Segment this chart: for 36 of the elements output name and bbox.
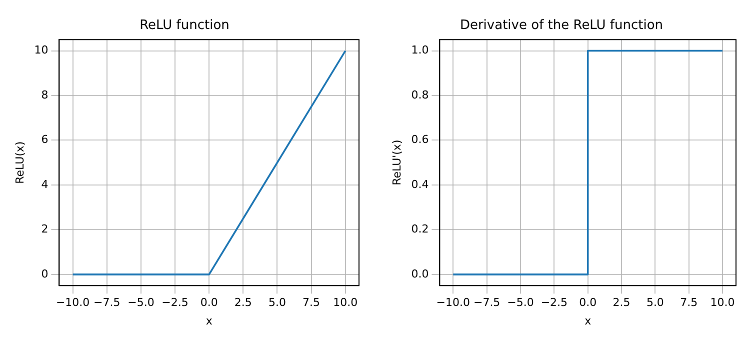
y-tick-label: 2 [41, 222, 48, 236]
x-tick-label: −5.0 [128, 296, 154, 310]
x-tick-label: 5.0 [268, 296, 286, 310]
chart-title: Derivative of the ReLU function [460, 18, 664, 34]
y-tick-label: 1.0 [411, 44, 429, 57]
x-tick-label: 0.0 [579, 296, 597, 310]
x-tick-label: 5.0 [646, 296, 664, 310]
x-tick-label: −2.5 [540, 296, 568, 310]
x-tick-label: 2.5 [234, 296, 252, 310]
y-tick-label: 0.2 [411, 222, 429, 236]
y-tick-label: 0.8 [411, 88, 429, 102]
x-tick-label: 10.0 [710, 296, 735, 310]
x-axis-title: x [206, 314, 213, 328]
x-tick-label: −2.5 [162, 296, 188, 310]
y-tick-label: 6 [41, 133, 48, 146]
chart-title: ReLU function [140, 18, 230, 34]
x-tick-label: −7.5 [94, 296, 120, 310]
y-axis-title: ReLU'(x) [390, 140, 404, 186]
y-tick-label: 8 [41, 88, 48, 102]
x-tick-label: 7.5 [302, 296, 320, 310]
x-tick-label: −10.0 [436, 296, 470, 310]
y-tick-label: 0 [41, 267, 48, 280]
x-tick-label: 2.5 [612, 296, 630, 310]
y-tick-label: 0.0 [411, 267, 429, 280]
x-tick-label: 10.0 [333, 296, 358, 310]
y-tick-label: 0.6 [411, 133, 429, 146]
y-tick-label: 10 [34, 44, 48, 57]
x-tick-label: −10.0 [56, 296, 90, 310]
x-axis-title: x [584, 314, 592, 328]
x-tick-label: 7.5 [680, 296, 698, 310]
x-tick-label: −5.0 [507, 296, 534, 310]
x-tick-label: 0.0 [200, 296, 218, 310]
y-tick-label: 0.4 [411, 178, 429, 191]
x-tick-label: −7.5 [473, 296, 500, 310]
y-axis-title: ReLU(x) [13, 141, 26, 184]
y-tick-label: 4 [41, 178, 48, 191]
